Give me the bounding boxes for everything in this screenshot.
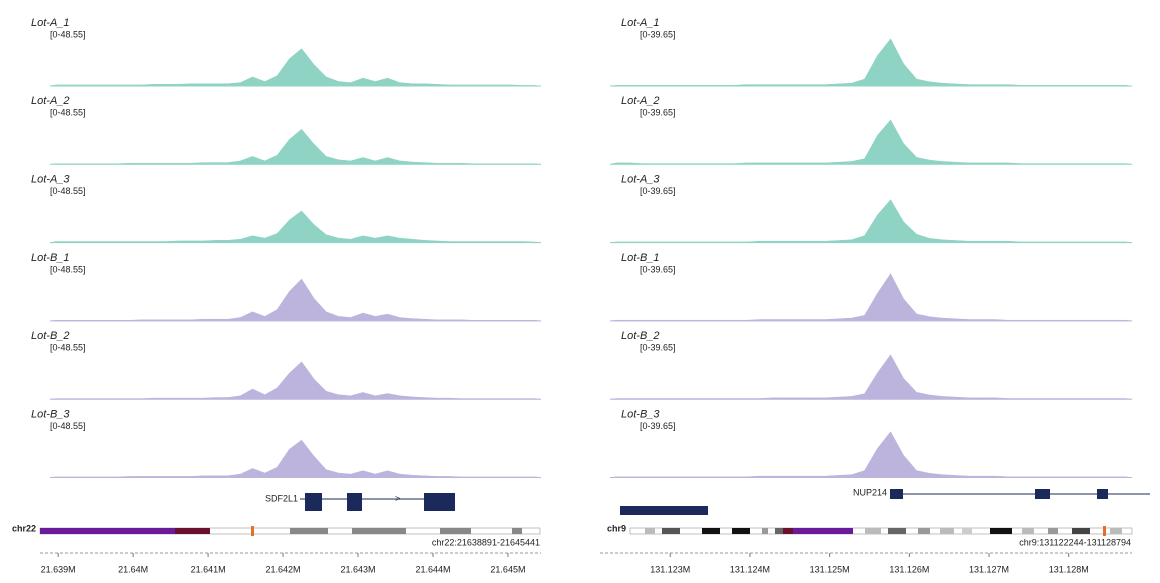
track-name: Lot-B_1 xyxy=(621,252,660,264)
coverage-area xyxy=(609,431,1133,478)
track-range: [0-39.65] xyxy=(640,264,676,274)
coverage-area xyxy=(49,361,542,400)
gene-model: > xyxy=(300,493,455,511)
coverage-area xyxy=(49,439,542,478)
coverage-area xyxy=(609,273,1133,322)
coverage-area xyxy=(49,210,542,243)
locus-label: chr22:21638891-21645441 xyxy=(432,537,540,547)
locus-label: chr9:131122244-131128794 xyxy=(1019,537,1131,547)
chromosome-label: chr9 xyxy=(607,523,626,533)
track-range: [0-48.55] xyxy=(50,29,86,39)
ideogram xyxy=(629,526,1133,536)
track-name: Lot-A_2 xyxy=(31,95,70,107)
track-range: [0-39.65] xyxy=(640,421,676,431)
track-range: [0-39.65] xyxy=(640,343,676,353)
x-tick-label: 21.643M xyxy=(341,564,376,574)
x-tick-label: 131.128M xyxy=(1049,564,1089,574)
track-range: [0-39.65] xyxy=(640,186,676,196)
x-tick-label: 131.126M xyxy=(889,564,929,574)
track-name: Lot-A_3 xyxy=(31,174,70,186)
svg-text:>: > xyxy=(395,493,400,503)
track-name: Lot-A_2 xyxy=(621,95,660,107)
x-tick-label: 21.642M xyxy=(266,564,301,574)
gene-label: NUP214 xyxy=(853,487,887,497)
track-range: [0-39.65] xyxy=(640,108,676,118)
track-name: Lot-B_3 xyxy=(621,408,660,420)
chromosome-label: chr22 xyxy=(12,523,36,533)
track-name: Lot-A_1 xyxy=(621,17,660,29)
track-range: [0-48.55] xyxy=(50,343,86,353)
x-tick-label: 131.123M xyxy=(650,564,690,574)
x-tick-label: 21.641M xyxy=(191,564,226,574)
track-name: Lot-A_1 xyxy=(31,17,70,29)
gene-model xyxy=(620,489,1150,515)
track-range: [0-48.55] xyxy=(50,108,86,118)
x-tick-label: 21.644M xyxy=(415,564,450,574)
coverage-area xyxy=(49,48,542,87)
x-tick-label: 131.125M xyxy=(810,564,850,574)
track-range: [0-48.55] xyxy=(50,186,86,196)
track-name: Lot-B_2 xyxy=(621,330,660,342)
x-tick-label: 21.64M xyxy=(118,564,148,574)
track-name: Lot-B_1 xyxy=(31,252,70,264)
track-range: [0-39.65] xyxy=(640,29,676,39)
coverage-area xyxy=(609,199,1133,243)
x-tick-label: 21.645M xyxy=(490,564,525,574)
coverage-area xyxy=(49,278,542,322)
x-tick-label: 131.124M xyxy=(730,564,770,574)
track-name: Lot-B_2 xyxy=(31,330,70,342)
track-range: [0-48.55] xyxy=(50,421,86,431)
coverage-area xyxy=(609,119,1133,165)
track-name: Lot-B_3 xyxy=(31,408,70,420)
track-range: [0-48.55] xyxy=(50,264,86,274)
coverage-area xyxy=(49,128,542,165)
x-tick-label: 21.639M xyxy=(41,564,76,574)
x-tick-label: 131.127M xyxy=(969,564,1009,574)
coverage-area xyxy=(609,38,1133,87)
track-name: Lot-A_3 xyxy=(621,174,660,186)
gene-label: SDF2L1 xyxy=(265,493,298,503)
ideogram xyxy=(39,526,541,536)
coverage-area xyxy=(609,354,1133,400)
